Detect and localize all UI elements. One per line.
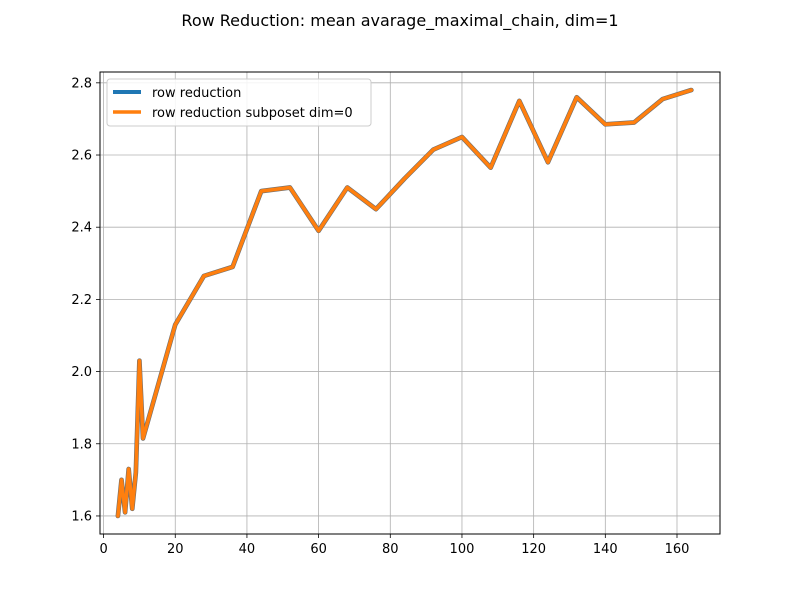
y-tick-label: 2.4 xyxy=(71,221,92,236)
legend: row reduction row reduction subposet dim=… xyxy=(106,78,372,127)
plot-frame xyxy=(99,71,721,535)
legend-box xyxy=(106,78,372,127)
grid-layer xyxy=(100,72,720,534)
x-tick-label: 160 xyxy=(665,542,690,557)
legend-label: row reduction xyxy=(152,86,241,101)
x-tick-label: 0 xyxy=(99,542,107,557)
y-tick-label: 1.8 xyxy=(71,437,92,452)
x-tick-label: 140 xyxy=(593,542,618,557)
series-layer xyxy=(115,87,694,519)
y-tick-label: 2.0 xyxy=(71,365,92,380)
y-tick-label: 2.2 xyxy=(71,293,92,308)
x-tick-label: 100 xyxy=(450,542,475,557)
y-tick-label: 2.6 xyxy=(71,149,92,164)
series-line xyxy=(116,88,694,518)
x-tick-label: 40 xyxy=(239,542,256,557)
chart-title: Row Reduction: mean avarage_maximal_chai… xyxy=(181,11,618,31)
x-tick-label: 20 xyxy=(167,542,184,557)
y-tick-label: 1.6 xyxy=(71,509,92,524)
x-tick-label: 60 xyxy=(310,542,327,557)
tick-layer: 0 20 40 60 80 100 120 140 160 1.6 1.8 2.0 2.2 2.4 2.6 2… xyxy=(71,76,689,557)
y-tick-label: 2.8 xyxy=(71,76,92,91)
legend-label: row reduction subposet dim=0 xyxy=(152,106,353,121)
x-tick-label: 120 xyxy=(521,542,546,557)
x-tick-label: 80 xyxy=(382,542,399,557)
